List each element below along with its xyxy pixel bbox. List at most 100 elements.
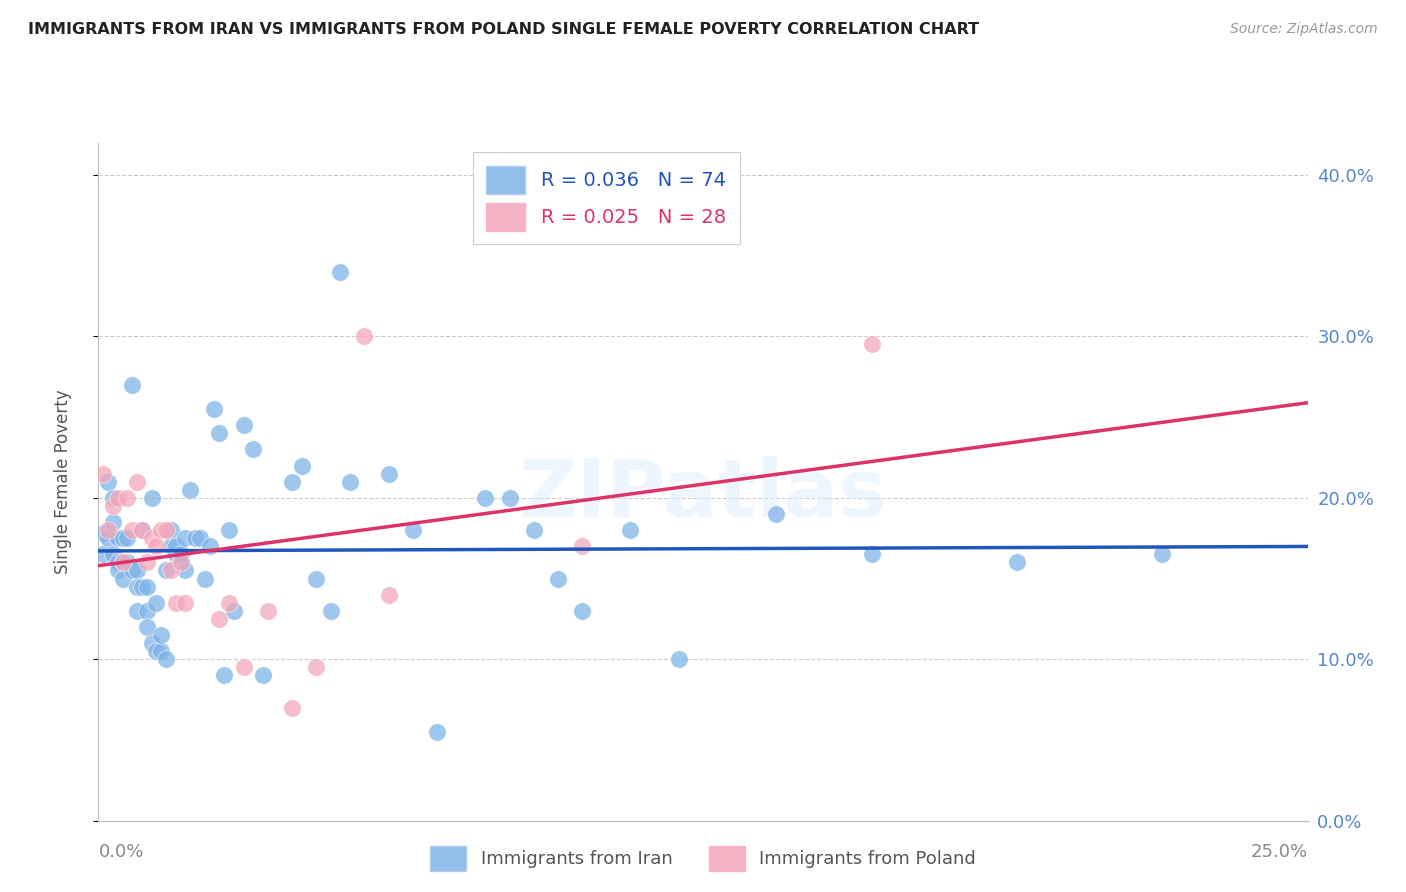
Point xyxy=(305,660,328,674)
Point xyxy=(107,491,129,505)
Point xyxy=(141,531,163,545)
Point xyxy=(571,604,593,618)
Point xyxy=(765,507,787,521)
Point xyxy=(131,580,153,594)
Point xyxy=(222,604,245,618)
Point xyxy=(160,539,183,553)
Point xyxy=(131,523,153,537)
Point xyxy=(127,604,149,618)
Point xyxy=(107,564,129,578)
Point xyxy=(198,539,221,553)
Point xyxy=(1007,555,1029,569)
Point xyxy=(339,475,361,489)
Point xyxy=(127,580,149,594)
Point xyxy=(150,644,173,658)
Point xyxy=(155,564,177,578)
Point xyxy=(319,604,342,618)
Point xyxy=(91,526,114,541)
Point xyxy=(402,523,425,537)
Point xyxy=(111,555,134,569)
Point xyxy=(107,555,129,569)
Point xyxy=(242,442,264,457)
Point xyxy=(860,547,883,561)
Point xyxy=(212,668,235,682)
Legend: R = 0.036   N = 74, R = 0.025   N = 28: R = 0.036 N = 74, R = 0.025 N = 28 xyxy=(472,153,740,244)
Point xyxy=(174,596,197,610)
Point xyxy=(252,668,274,682)
Point xyxy=(474,491,496,505)
Point xyxy=(150,523,173,537)
Point xyxy=(174,564,197,578)
Point xyxy=(111,531,134,545)
Point xyxy=(155,523,177,537)
Legend: Immigrants from Iran, Immigrants from Poland: Immigrants from Iran, Immigrants from Po… xyxy=(423,838,983,879)
Point xyxy=(97,531,120,545)
Point xyxy=(208,612,231,626)
Point xyxy=(426,724,449,739)
Point xyxy=(155,652,177,666)
Point xyxy=(498,491,520,505)
Point xyxy=(101,491,124,505)
Point xyxy=(179,483,201,497)
Point xyxy=(111,555,134,569)
Point xyxy=(571,539,593,553)
Point xyxy=(281,475,304,489)
Point xyxy=(218,596,240,610)
Point xyxy=(165,547,187,561)
Text: ZIPatlas: ZIPatlas xyxy=(519,456,887,534)
Point xyxy=(150,628,173,642)
Point xyxy=(135,604,157,618)
Point xyxy=(117,531,139,545)
Text: 0.0%: 0.0% xyxy=(98,843,143,861)
Text: Source: ZipAtlas.com: Source: ZipAtlas.com xyxy=(1230,22,1378,37)
Point xyxy=(668,652,690,666)
Point xyxy=(208,426,231,441)
Point xyxy=(184,531,207,545)
Point xyxy=(97,475,120,489)
Point xyxy=(232,660,254,674)
Point xyxy=(305,572,328,586)
Point xyxy=(232,418,254,433)
Point xyxy=(353,329,375,343)
Point xyxy=(160,523,183,537)
Point xyxy=(290,458,312,473)
Point xyxy=(523,523,546,537)
Point xyxy=(619,523,641,537)
Point xyxy=(111,572,134,586)
Point xyxy=(91,467,114,481)
Point xyxy=(107,531,129,545)
Point xyxy=(121,564,143,578)
Point xyxy=(135,555,157,569)
Point xyxy=(169,555,191,569)
Point xyxy=(377,467,399,481)
Point xyxy=(97,523,120,537)
Point xyxy=(174,531,197,545)
Point xyxy=(131,523,153,537)
Point xyxy=(188,531,211,545)
Point xyxy=(256,604,278,618)
Text: 25.0%: 25.0% xyxy=(1250,843,1308,861)
Point xyxy=(547,572,569,586)
Y-axis label: Single Female Poverty: Single Female Poverty xyxy=(53,390,72,574)
Point xyxy=(145,539,167,553)
Point xyxy=(117,491,139,505)
Point xyxy=(141,491,163,505)
Point xyxy=(121,523,143,537)
Point xyxy=(281,700,304,714)
Point xyxy=(101,547,124,561)
Point xyxy=(141,636,163,650)
Point xyxy=(101,515,124,529)
Point xyxy=(145,644,167,658)
Point xyxy=(165,539,187,553)
Point xyxy=(145,596,167,610)
Point xyxy=(127,564,149,578)
Point xyxy=(377,588,399,602)
Point xyxy=(194,572,217,586)
Point xyxy=(329,265,352,279)
Point xyxy=(117,555,139,569)
Point xyxy=(121,377,143,392)
Point xyxy=(135,580,157,594)
Point xyxy=(160,564,183,578)
Point xyxy=(127,475,149,489)
Point xyxy=(165,596,187,610)
